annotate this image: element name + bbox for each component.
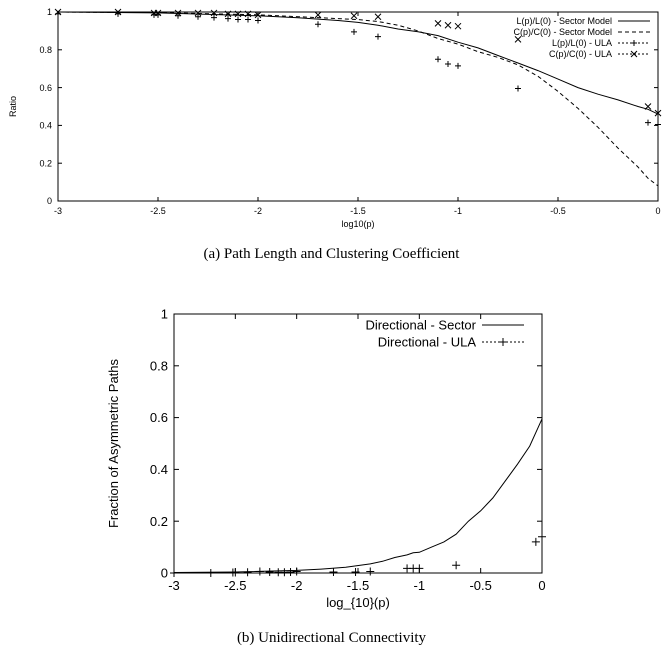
x-point [254,11,262,19]
plus-point [195,13,201,20]
plus-point [255,567,264,576]
plus-point [243,568,252,577]
plus-point [315,21,321,28]
x-point [234,10,242,18]
legend-label: Directional - ULA [378,335,477,350]
plus-point [265,567,274,576]
x-tick-label: -0.5 [469,578,491,593]
legend-label: C(p)/C(0) - ULA [549,49,612,59]
x-tick-label: -3 [54,206,62,216]
x-point [514,36,522,43]
plus-point [645,119,651,126]
y-tick-label: 0.4 [39,121,52,131]
legend-marker [499,338,507,346]
y-tick-label: 0 [47,196,52,206]
plus-point [452,561,461,570]
plus-point [538,532,546,541]
plus-point [170,569,178,577]
plus-point [531,537,540,546]
x-point [244,10,252,18]
legend-marker [631,40,637,46]
plus-point [655,121,661,128]
series-line [57,11,659,115]
x-point [194,9,202,17]
y-tick-label: 0.4 [150,462,168,477]
x-tick-label: -1 [454,206,462,216]
x-point [644,103,652,110]
x-tick-label: -1.5 [347,578,369,593]
legend-label: L(p)/L(0) - Sector Model [516,16,612,26]
plus-point [455,62,461,69]
plus-point [329,567,338,576]
x-tick-label: -0.5 [550,206,566,216]
x-tick-label: 0 [538,578,545,593]
y-tick-label: 0.2 [150,514,168,529]
unidirectional-connectivity-chart: -3 -2.5 -2 -1.5 -1 -0.5 0 0 0.2 0.4 0.6 0.8 1 log_{10… [106,307,546,610]
x-tick-label: 0 [655,206,660,216]
y-tick-label: 0.8 [150,358,168,373]
x-tick-label: -2 [291,578,303,593]
x-point [210,9,218,17]
plus-point [225,15,231,22]
series-line [173,418,543,573]
series-markers [54,8,662,117]
y-tick-label: 1 [47,7,52,17]
x-axis-label: log_{10}(p) [326,595,390,610]
x-point [454,22,462,30]
x-axis-label: log10(p) [341,219,374,229]
x-tick-label: -2.5 [150,206,166,216]
caption-a: (a) Path Length and Clustering Coefficie… [203,246,460,262]
plus-point [231,568,240,577]
y-tick-label: 0.8 [39,45,52,55]
plus-point [245,16,251,23]
x-point [350,12,358,20]
plus-point [175,12,181,19]
x-point [54,8,62,16]
plus-point [235,16,241,23]
plus-point [366,567,375,576]
x-point [154,9,162,17]
y-tick-label: 0.6 [39,83,52,93]
legend-label: C(p)/C(0) - Sector Model [513,27,612,37]
plus-point [375,33,381,40]
series-markers [170,532,546,577]
plus-point [292,567,301,576]
x-point [654,109,662,117]
y-tick-label: 0.6 [150,410,168,425]
x-point [434,19,442,27]
x-point [174,9,182,17]
plus-point [255,17,261,24]
plus-point [515,85,521,92]
x-point [314,11,322,19]
plus-point [286,567,295,576]
x-tick-label: -2.5 [224,578,246,593]
legend-marker [630,50,638,58]
y-tick-label: 1 [161,307,168,322]
series-line [57,11,659,187]
plot-frame [173,313,543,574]
x-tick-label: -3 [168,578,180,593]
x-tick-label: -1.5 [350,206,366,216]
x-tick-label: -2 [254,206,262,216]
legend-label: Directional - Sector [365,318,476,333]
x-point [114,8,122,16]
plus-point [351,567,360,576]
y-axis-label: Ratio [8,96,18,117]
x-point [224,10,232,18]
x-tick-label: -1 [414,578,426,593]
y-tick-label: 0.2 [39,158,52,168]
plus-point [415,564,424,573]
caption-b: (b) Unidirectional Connectivity [236,630,427,646]
y-axis-label: Fraction of Asymmetric Paths [106,358,121,528]
path-length-clustering-chart: -3 -2.5 -2 -1.5 -1 -0.5 0 0 0.2 0.4 0.6 0.8 1 log10(p… [8,7,662,229]
x-point [374,13,382,21]
y-tick-label: 0 [161,566,168,581]
plus-point [351,28,357,35]
plus-point [206,569,215,577]
x-point [444,21,452,29]
plus-point [445,60,451,67]
plus-point [211,14,217,21]
plus-point [435,56,441,63]
legend-label: L(p)/L(0) - ULA [552,38,612,48]
